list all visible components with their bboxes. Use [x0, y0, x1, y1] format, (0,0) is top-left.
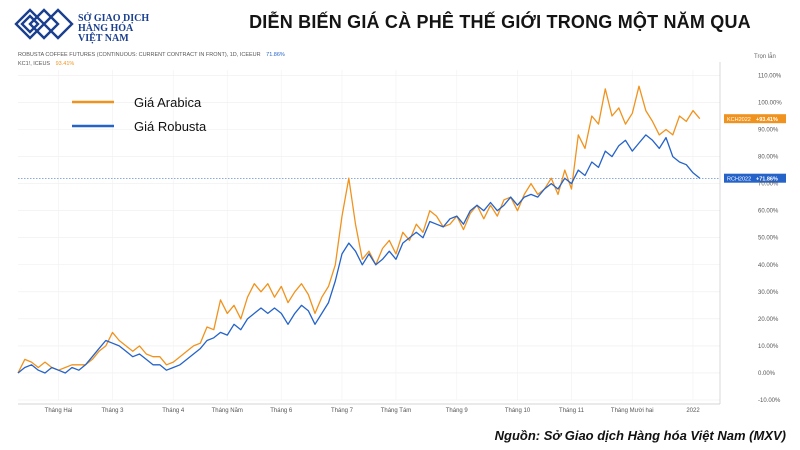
org-name-line1: SỞ GIAO DỊCH	[78, 13, 150, 24]
end-label-box-arabica	[724, 114, 786, 124]
y-axis-label: Trọn lẫn	[754, 53, 776, 60]
y-tick-label: 60.00%	[758, 209, 779, 215]
logo: SỞ GIAO DỊCH HÀNG HÓA VIỆT NAM	[12, 6, 202, 44]
x-tick-label: Tháng Mười hai	[611, 408, 654, 414]
y-tick-label: -10.00%	[758, 398, 781, 404]
x-tick-label: Tháng 7	[331, 408, 354, 414]
chart-info-line2-label: KC1!, ICEUS	[18, 61, 50, 67]
chart-info-line1: ROBUSTA COFFEE FUTURES (CONTINUOUS: CURR…	[18, 52, 285, 58]
series-line-robusta	[17, 134, 701, 374]
y-tick-label: 70.00%	[758, 182, 779, 188]
x-tick-label: Tháng 4	[162, 408, 185, 414]
x-tick-label: Tháng 6	[270, 408, 293, 414]
source-note: Nguồn: Sở Giao dịch Hàng hóa Việt Nam (M…	[494, 428, 786, 443]
x-tick-label: Tháng Hai	[45, 408, 73, 414]
chart-info-line1-label: ROBUSTA COFFEE FUTURES (CONTINUOUS: CURR…	[18, 52, 261, 58]
x-tick-label: Tháng 9	[446, 408, 469, 414]
chart-info-line1-value: 71.86%	[266, 52, 285, 58]
end-label-box-robusta	[724, 173, 786, 183]
y-tick-label: 0.00%	[758, 371, 776, 377]
series-group: KCH2022 +93.41% RCH2022 +71.86%	[17, 85, 786, 374]
header: SỞ GIAO DỊCH HÀNG HÓA VIỆT NAM DIỄN BIẾN…	[0, 0, 800, 48]
chart-container: KCH2022 +93.41% RCH2022 +71.86% 110.00% 100.…	[14, 48, 786, 416]
y-tick-label: 100.00%	[758, 100, 782, 106]
end-label-tag-arabica: KCH2022	[727, 117, 751, 123]
chart-info-line2: KC1!, ICEUS 93.41%	[18, 61, 74, 67]
y-axis: 110.00% 100.00% 90.00% 80.00% 70.00% 60.00% 50…	[719, 62, 782, 404]
y-tick-label: 10.00%	[758, 344, 779, 350]
y-tick-label: 80.00%	[758, 155, 779, 161]
price-chart: KCH2022 +93.41% RCH2022 +71.86% 110.00% 100.…	[14, 48, 786, 416]
series-line-arabica	[17, 85, 701, 374]
chart-info-line2-value: 93.41%	[56, 61, 75, 67]
org-name-line3: VIỆT NAM	[78, 33, 129, 44]
page-title: DIỄN BIẾN GIÁ CÀ PHÊ THẾ GIỚI TRONG MỘT …	[249, 12, 751, 32]
x-tick-label: Tháng 10	[505, 408, 531, 414]
y-tick-label: 50.00%	[758, 236, 779, 242]
x-axis: Tháng Hai Tháng 3 Tháng 4 Tháng Năm Tháng 6 T…	[18, 403, 720, 414]
y-tick-label: 20.00%	[758, 317, 779, 323]
y-tick-label: 110.00%	[758, 73, 782, 79]
logo-diamond-icon	[14, 8, 74, 40]
org-name-line2: HÀNG HÓA	[78, 23, 134, 34]
x-tick-label: Tháng Năm	[212, 408, 243, 414]
x-tick-label: Tháng 3	[101, 408, 124, 414]
legend: Giá Arabica Giá Robusta	[72, 95, 207, 134]
x-tick-label: 2022	[686, 408, 700, 414]
grid	[18, 70, 720, 401]
legend-arabica-label: Giá Arabica	[134, 95, 202, 110]
logo-text: SỞ GIAO DỊCH HÀNG HÓA VIỆT NAM	[78, 14, 149, 44]
end-label-value-arabica: +93.41%	[756, 117, 778, 123]
end-label-value-robusta: +71.86%	[756, 176, 778, 182]
legend-robusta-label: Giá Robusta	[134, 119, 207, 134]
chart-background	[14, 48, 786, 416]
x-tick-label: Tháng Tám	[381, 408, 412, 414]
y-tick-label: 30.00%	[758, 290, 779, 296]
y-tick-label: 40.00%	[758, 263, 779, 269]
x-tick-label: Tháng 11	[559, 408, 585, 414]
end-label-tag-robusta: RCH2022	[727, 176, 751, 182]
y-tick-label: 90.00%	[758, 128, 779, 134]
